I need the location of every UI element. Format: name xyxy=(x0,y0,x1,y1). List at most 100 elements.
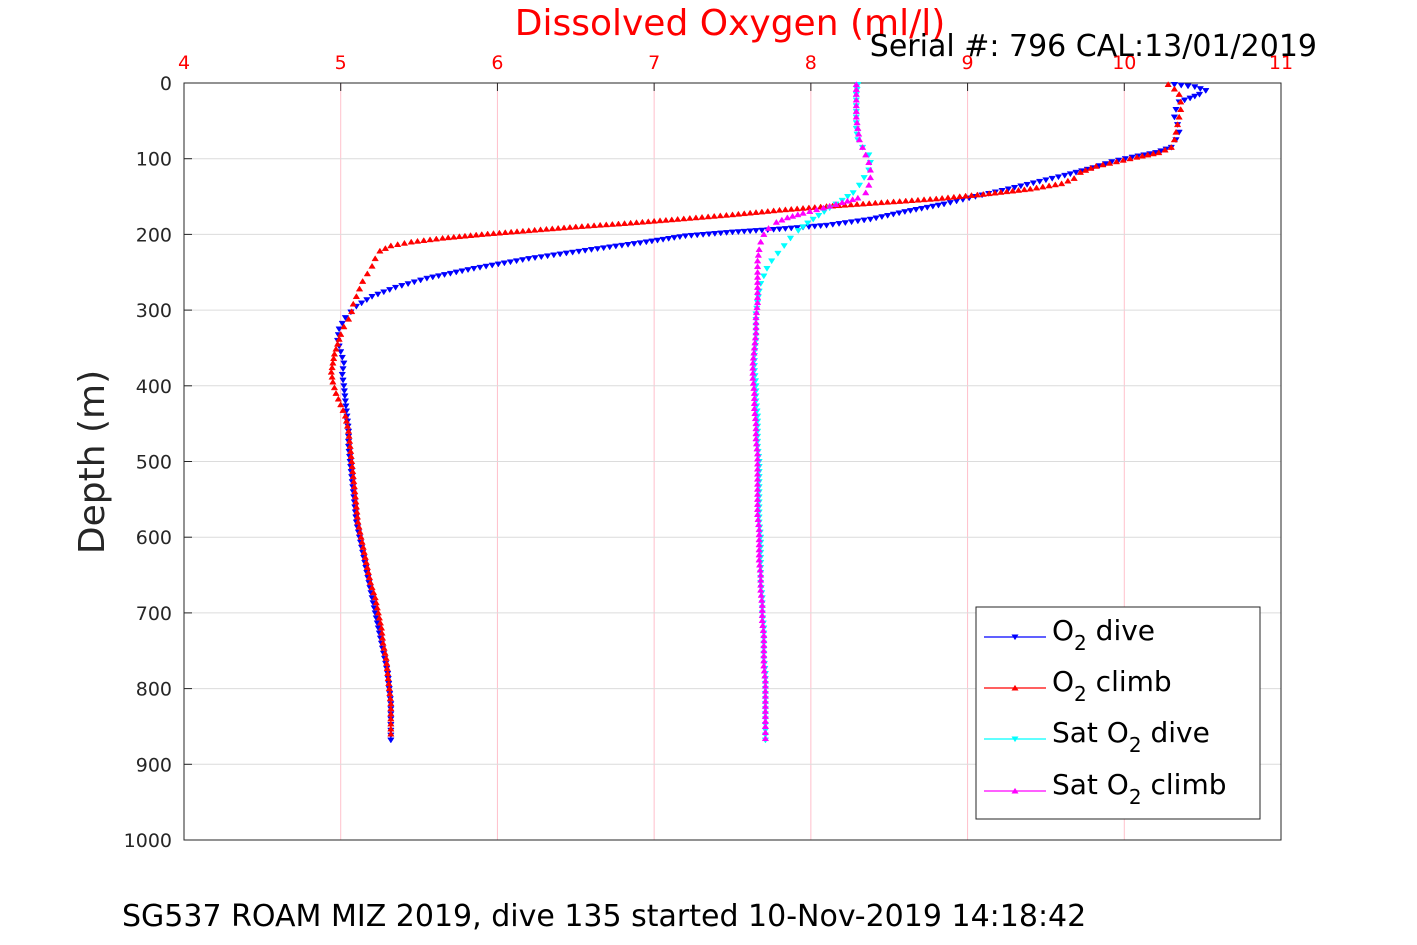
legend-label: O2 climb xyxy=(1052,665,1172,706)
data-point-marker xyxy=(416,277,425,284)
data-point-marker xyxy=(1144,151,1152,158)
data-point-marker xyxy=(855,182,864,189)
data-point-marker xyxy=(815,212,823,219)
data-point-marker xyxy=(1180,97,1189,104)
data-point-marker xyxy=(1170,82,1179,88)
data-point-marker xyxy=(852,102,860,109)
data-point-marker xyxy=(852,108,860,114)
data-point-marker xyxy=(376,619,385,626)
x-tick-label: 4 xyxy=(178,52,190,74)
data-point-marker xyxy=(923,204,931,211)
data-point-marker xyxy=(1172,128,1180,135)
data-point-marker xyxy=(519,227,527,234)
data-point-marker xyxy=(758,617,766,623)
data-point-marker xyxy=(602,221,610,228)
data-point-marker xyxy=(1126,155,1134,162)
y-tick-label: 700 xyxy=(136,603,172,625)
x-tick-label: 8 xyxy=(805,52,817,74)
data-point-marker xyxy=(673,215,682,222)
data-point-marker xyxy=(659,236,667,243)
data-point-marker xyxy=(1057,180,1066,187)
data-point-marker xyxy=(382,654,390,661)
data-point-marker xyxy=(327,368,335,375)
data-point-marker xyxy=(359,543,367,550)
data-point-marker xyxy=(728,229,737,236)
data-point-marker xyxy=(407,238,415,245)
data-point-marker xyxy=(761,723,770,729)
data-point-marker xyxy=(753,511,762,517)
data-point-marker xyxy=(853,119,861,126)
data-point-marker xyxy=(340,388,349,395)
data-point-marker xyxy=(754,251,763,258)
chart-subtitle: Serial #: 796 CAL:13/01/2019 xyxy=(870,29,1317,64)
data-point-marker xyxy=(380,289,388,296)
data-point-marker xyxy=(754,521,763,528)
data-point-marker xyxy=(352,293,361,299)
data-point-marker xyxy=(865,200,873,206)
data-point-marker xyxy=(624,242,632,248)
data-point-marker xyxy=(590,222,598,229)
data-point-marker xyxy=(525,227,533,234)
data-point-marker xyxy=(464,267,472,274)
data-point-marker xyxy=(918,205,926,212)
data-point-marker xyxy=(854,218,862,225)
data-point-marker xyxy=(1170,114,1179,121)
data-point-marker xyxy=(883,198,892,205)
y-tick-label: 100 xyxy=(136,149,172,171)
data-point-marker xyxy=(920,196,928,203)
data-point-marker xyxy=(877,199,886,206)
data-point-marker xyxy=(332,345,340,352)
legend-label-main: O xyxy=(1052,614,1074,647)
data-point-marker xyxy=(330,355,338,362)
data-point-marker xyxy=(1064,177,1072,184)
data-point-marker xyxy=(822,222,831,229)
data-point-marker xyxy=(1020,186,1029,193)
data-point-marker xyxy=(746,209,754,216)
data-point-marker xyxy=(380,644,388,651)
data-point-marker xyxy=(847,201,855,208)
x-tick-label: 5 xyxy=(335,52,347,74)
data-point-marker xyxy=(356,528,364,535)
data-point-marker xyxy=(351,493,359,500)
data-point-marker xyxy=(997,188,1005,195)
data-point-marker xyxy=(360,548,368,555)
data-point-marker xyxy=(1061,172,1069,179)
data-point-marker xyxy=(728,211,737,218)
data-point-marker xyxy=(632,219,641,226)
data-point-marker xyxy=(572,223,580,230)
data-point-marker xyxy=(391,284,400,291)
data-point-marker xyxy=(426,236,434,243)
data-point-marker xyxy=(750,384,758,391)
data-point-marker xyxy=(353,508,361,515)
data-point-marker xyxy=(458,268,466,275)
data-point-marker xyxy=(560,224,568,231)
data-point-marker xyxy=(341,393,349,400)
data-point-marker xyxy=(1039,183,1047,190)
data-point-marker xyxy=(1017,183,1025,190)
data-point-marker xyxy=(531,255,539,262)
data-point-marker xyxy=(806,208,814,214)
data-point-marker xyxy=(855,136,864,143)
data-point-marker xyxy=(371,255,379,262)
data-point-marker xyxy=(355,523,363,530)
data-point-marker xyxy=(1042,177,1050,184)
data-point-marker xyxy=(1173,121,1182,128)
data-point-marker xyxy=(337,330,345,337)
data-point-marker xyxy=(1054,174,1063,181)
legend-label-main: Sat O xyxy=(1052,768,1129,801)
series-sat-o2-climb xyxy=(749,81,875,742)
data-point-marker xyxy=(670,235,678,241)
data-point-marker xyxy=(934,202,943,209)
data-point-marker xyxy=(772,218,781,225)
data-point-marker xyxy=(759,627,767,634)
data-point-marker xyxy=(340,360,348,367)
data-point-marker xyxy=(781,226,790,232)
x-tick-label: 10 xyxy=(1112,52,1136,74)
data-point-marker xyxy=(853,200,861,207)
data-point-marker xyxy=(908,197,916,203)
data-point-marker xyxy=(760,662,768,669)
data-point-marker xyxy=(374,609,382,616)
data-point-marker xyxy=(799,224,807,231)
data-point-marker xyxy=(788,212,797,219)
data-point-marker xyxy=(757,238,765,245)
